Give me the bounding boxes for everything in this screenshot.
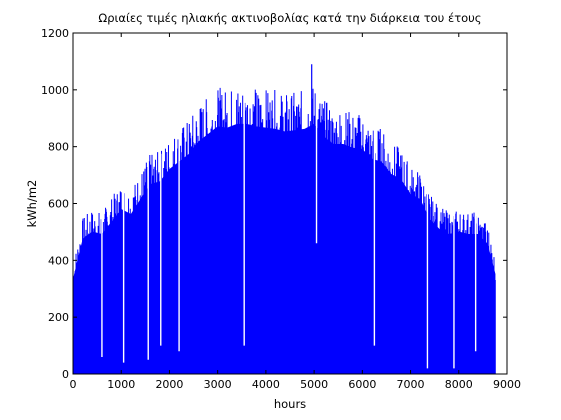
- y-tick-label: 1000: [41, 84, 69, 97]
- x-tick-label: 1000: [107, 378, 135, 391]
- y-axis-ticks: 0 200 400 600 800 1000 1200: [41, 27, 507, 381]
- x-tick-label: 8000: [445, 378, 473, 391]
- plot-area: [72, 64, 496, 375]
- x-axis-label: hours: [274, 397, 306, 411]
- y-tick-label: 200: [48, 311, 69, 324]
- x-tick-label: 9000: [493, 378, 521, 391]
- y-tick-label: 0: [62, 368, 69, 381]
- x-tick-label: 6000: [348, 378, 376, 391]
- x-tick-label: 4000: [252, 378, 280, 391]
- x-tick-label: 7000: [397, 378, 425, 391]
- x-axis-ticks: 0 1000 2000 3000 4000 5000 6000 7000 8000 9000: [70, 33, 521, 391]
- y-tick-label: 400: [48, 254, 69, 267]
- x-tick-label: 5000: [300, 378, 328, 391]
- y-tick-label: 600: [48, 198, 69, 211]
- x-tick-label: 3000: [204, 378, 232, 391]
- chart-title: Ωριαίες τιμές ηλιακής ακτινοβολίας κατά …: [98, 11, 481, 25]
- x-tick-label: 0: [70, 378, 77, 391]
- series-irradiance: [72, 64, 496, 375]
- y-axis-label: kWh/m2: [25, 180, 39, 228]
- series-spikes: [72, 87, 496, 374]
- y-tick-label: 800: [48, 141, 69, 154]
- x-tick-label: 2000: [155, 378, 183, 391]
- y-tick-label: 1200: [41, 27, 69, 40]
